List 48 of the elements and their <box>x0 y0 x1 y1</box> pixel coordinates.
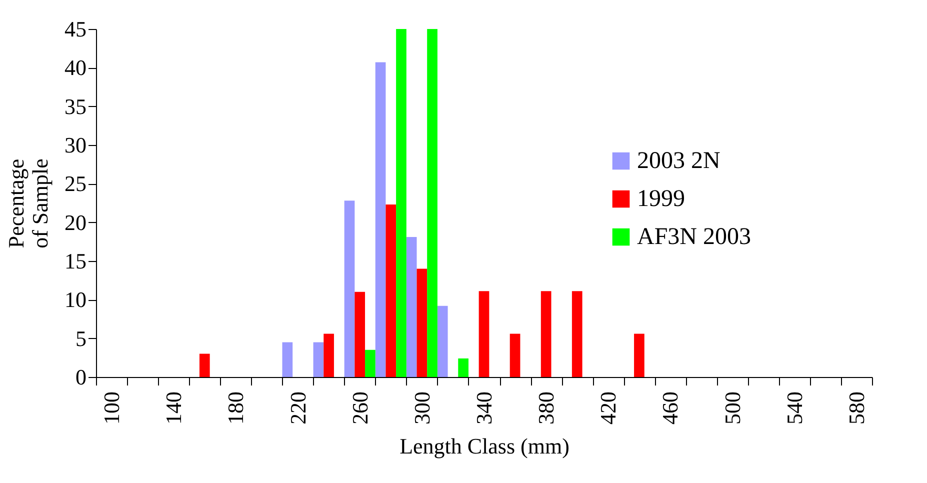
y-tick-label: 15 <box>64 248 86 274</box>
x-tick-label: 220 <box>285 392 310 424</box>
x-tick-label: 380 <box>534 392 559 424</box>
legend-label: 2003 2N <box>637 148 720 174</box>
bar <box>282 342 293 377</box>
bar <box>375 62 386 377</box>
x-axis-title: Length Class (mm) <box>400 434 570 458</box>
x-tick-label: 140 <box>161 392 186 424</box>
y-tick-label: 30 <box>64 132 86 158</box>
x-tick-label: 460 <box>658 392 683 424</box>
x-tick-label: 500 <box>720 392 745 424</box>
bar <box>634 334 644 377</box>
y-tick-label: 20 <box>64 210 86 235</box>
bar <box>427 29 438 377</box>
x-tick-label: 100 <box>99 392 124 424</box>
legend-label: AF3N 2003 <box>637 224 752 250</box>
bar <box>416 268 428 377</box>
bar <box>396 29 406 377</box>
bar <box>406 237 417 377</box>
y-tick-label: 5 <box>76 326 86 351</box>
y-tick-label: 45 <box>64 16 86 42</box>
x-tick-label: 260 <box>347 392 372 424</box>
bar <box>458 358 468 377</box>
x-tick-label: 340 <box>472 392 496 424</box>
bar <box>344 200 355 377</box>
x-tick-label: 540 <box>782 392 807 424</box>
x-tick-label: 300 <box>409 392 434 424</box>
bar <box>540 291 552 377</box>
x-tick-label: 180 <box>223 392 248 424</box>
bar <box>572 291 582 377</box>
bar <box>510 334 520 377</box>
x-tick-label: 580 <box>844 392 869 424</box>
y-tick-label: 10 <box>64 287 86 312</box>
y-axis-title: Pecentage of Sample <box>4 158 52 248</box>
bar <box>386 204 396 377</box>
legend-label: 1999 <box>637 186 685 212</box>
bar <box>324 334 334 377</box>
bar <box>354 292 366 377</box>
bar <box>313 342 324 377</box>
x-tick-label: 420 <box>596 392 621 424</box>
y-tick-label: 40 <box>64 55 86 80</box>
bar <box>478 291 490 377</box>
bar <box>199 354 210 377</box>
y-tick-label: 35 <box>64 94 86 119</box>
bar <box>437 306 448 377</box>
y-tick-label: 25 <box>64 171 86 196</box>
bar <box>365 350 376 377</box>
y-tick-label: 0 <box>76 364 86 390</box>
